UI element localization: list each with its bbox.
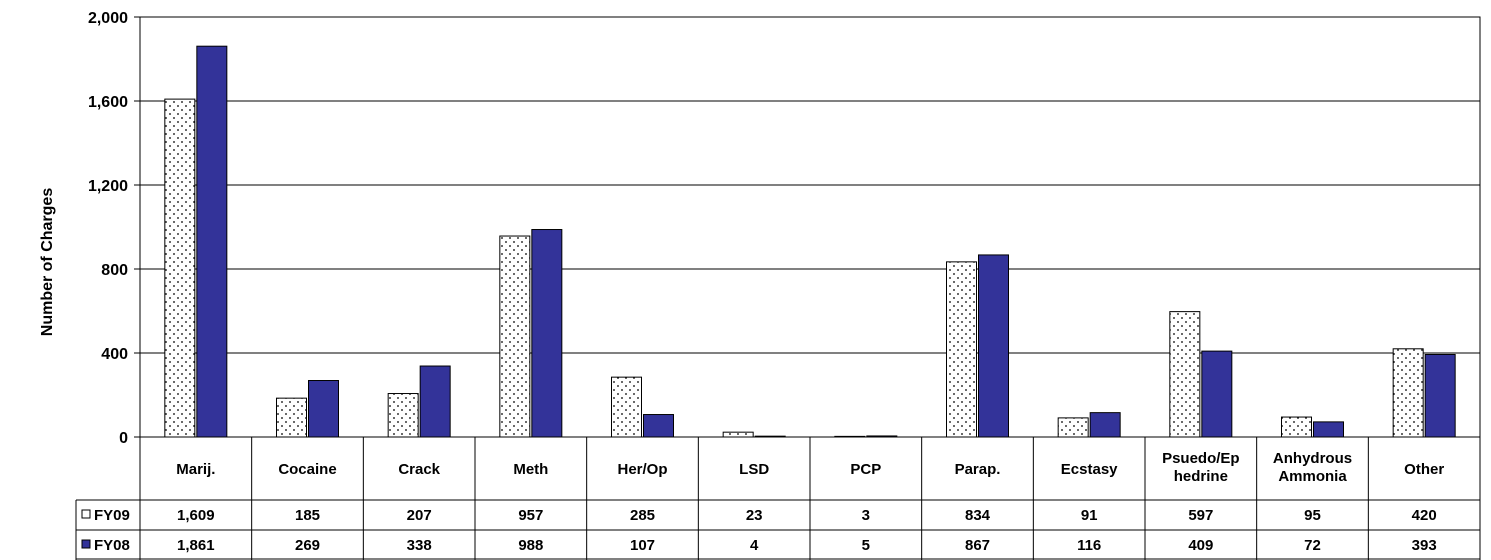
category-label: Anhydrous <box>1273 450 1352 467</box>
bar-fy09-3 <box>499 235 531 438</box>
bar-fy08-3 <box>531 229 563 438</box>
data-value: 285 <box>630 507 655 524</box>
y-axis-label: Number of Charges <box>39 188 56 337</box>
bar-fy09-2 <box>387 393 419 438</box>
bar-fy08-7 <box>978 254 1009 438</box>
data-value: 338 <box>407 537 432 554</box>
legend-key-fy08 <box>81 539 91 549</box>
category-label: Crack <box>398 461 440 478</box>
y-tick-label: 400 <box>101 346 128 363</box>
bar-fy09-9 <box>1169 311 1201 438</box>
category-label: Marij. <box>176 461 215 478</box>
bar-fy08-2 <box>419 365 451 438</box>
bar-fy08-8 <box>1089 412 1121 438</box>
data-value: 957 <box>518 507 543 524</box>
bar-fy09-7 <box>946 261 977 438</box>
data-value: 1,861 <box>177 537 215 554</box>
bar-fy09-11 <box>1392 348 1424 438</box>
data-value: 597 <box>1188 507 1213 524</box>
data-value: 185 <box>295 507 320 524</box>
y-tick-label: 0 <box>119 430 128 447</box>
legend-label: FY09 <box>94 507 130 524</box>
data-value: 95 <box>1304 507 1321 524</box>
category-label: Cocaine <box>278 461 336 478</box>
bar-fy08-4 <box>643 414 674 438</box>
bars <box>164 45 1456 438</box>
data-value: 72 <box>1304 537 1321 554</box>
y-tick-label: 1,600 <box>88 94 128 111</box>
category-label: Psuedo/Ep <box>1162 450 1240 467</box>
bar-fy08-10 <box>1313 421 1344 438</box>
bar-fy09-4 <box>611 376 642 438</box>
y-axis-ticks: 0 400 800 1,200 1,600 2,000 <box>88 10 140 447</box>
y-tick-label: 1,200 <box>88 178 128 195</box>
category-label: Ecstasy <box>1061 461 1118 478</box>
data-value: 834 <box>965 507 991 524</box>
data-value: 207 <box>407 507 432 524</box>
data-value: 107 <box>630 537 655 554</box>
bar-fy09-8 <box>1057 417 1089 438</box>
bar-fy08-1 <box>308 380 339 438</box>
data-value: 116 <box>1077 537 1101 554</box>
data-table: Marij. Cocaine Crack Meth Her/Op LSD PCP Parap.… <box>75 437 1481 560</box>
data-value: 4 <box>750 537 759 554</box>
data-value: 23 <box>746 507 763 524</box>
data-value: 91 <box>1081 507 1098 524</box>
bar-fy09-0 <box>164 98 196 438</box>
category-label: PCP <box>850 461 881 478</box>
category-label: Other <box>1404 461 1444 478</box>
bar-fy08-0 <box>196 45 228 438</box>
category-label: hedrine <box>1174 468 1228 485</box>
data-value: 269 <box>295 537 320 554</box>
data-value: 3 <box>862 507 870 524</box>
data-value: 867 <box>965 537 990 554</box>
legend-label: FY08 <box>94 537 130 554</box>
bar-fy09-10 <box>1281 416 1312 438</box>
bar-fy09-5 <box>722 431 754 438</box>
bar-fy08-5 <box>754 435 786 438</box>
plot-area-border <box>139 16 1481 438</box>
data-value: 1,609 <box>177 507 215 524</box>
category-label: Her/Op <box>617 461 667 478</box>
gridlines <box>139 16 1481 438</box>
category-label: Meth <box>513 461 548 478</box>
data-value: 420 <box>1412 507 1437 524</box>
data-value: 409 <box>1188 537 1213 554</box>
bar-fy09-1 <box>276 397 307 438</box>
bar-fy08-6 <box>866 435 898 438</box>
data-value: 393 <box>1412 537 1437 554</box>
legend-key-fy09 <box>81 509 91 519</box>
category-label: Parap. <box>955 461 1001 478</box>
bar-fy08-11 <box>1424 353 1456 438</box>
y-tick-label: 2,000 <box>88 10 128 27</box>
bar-fy08-9 <box>1201 350 1233 438</box>
category-label: LSD <box>739 461 769 478</box>
category-label: Ammonia <box>1278 468 1347 485</box>
data-value: 5 <box>862 537 870 554</box>
y-tick-label: 800 <box>101 262 128 279</box>
data-value: 988 <box>518 537 543 554</box>
bar-fy09-6 <box>834 435 866 438</box>
